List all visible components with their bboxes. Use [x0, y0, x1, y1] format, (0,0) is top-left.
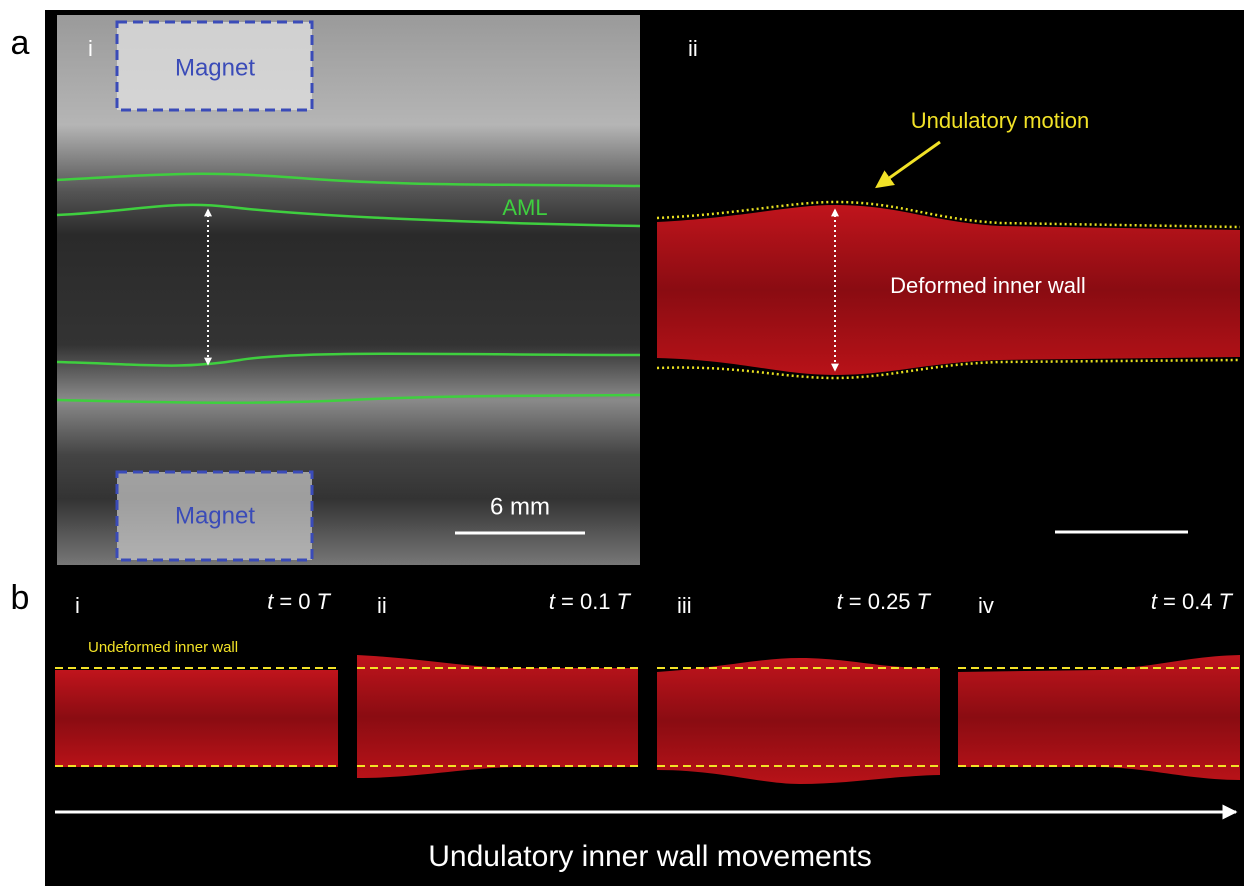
time-unit: T: [317, 589, 332, 614]
frame-image: [55, 670, 338, 767]
subpanel-label: ii: [688, 36, 698, 61]
time-value: = 0.4: [1163, 589, 1213, 614]
panel-label: b: [11, 579, 30, 617]
scale-bar-label: 6 mm: [490, 493, 550, 520]
panel-label: a: [11, 24, 30, 62]
frame-label: iv: [978, 593, 994, 618]
frame-image: [958, 655, 1240, 780]
time-value: = 0: [279, 589, 310, 614]
frame-image: [357, 655, 638, 778]
wall-label: Deformed inner wall: [890, 273, 1086, 298]
time-unit: T: [1219, 589, 1234, 614]
time-variable: t: [549, 589, 556, 614]
time-variable: t: [267, 589, 274, 614]
magnet-label: Magnet: [175, 54, 255, 81]
time-unit: T: [917, 589, 932, 614]
figure: a b i Magnet Magnet AML 6 mm ii Undulato…: [0, 0, 1244, 886]
magnet-label: Magnet: [175, 502, 255, 529]
frame-label: ii: [377, 593, 387, 618]
time-variable: t: [837, 589, 844, 614]
annotation: Undulatory motion: [911, 108, 1090, 133]
reference-label: Undeformed inner wall: [88, 639, 238, 656]
time-variable: t: [1151, 589, 1158, 614]
frame-label: iii: [677, 593, 692, 618]
subpanel-label: i: [88, 36, 93, 61]
layer-label: AML: [502, 195, 547, 220]
time-value: = 0.1: [561, 589, 611, 614]
frame-label: i: [75, 593, 80, 618]
page: { "panel_a": { "label": "a", "sub_i": {"…: [0, 0, 1244, 886]
time-value: = 0.25: [849, 589, 911, 614]
caption: Undulatory inner wall movements: [428, 840, 872, 873]
time-unit: T: [617, 589, 632, 614]
